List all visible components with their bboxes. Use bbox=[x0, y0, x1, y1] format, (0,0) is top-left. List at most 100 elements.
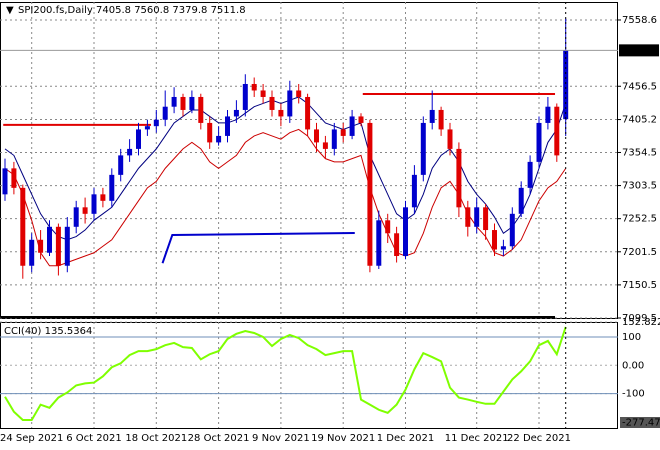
candle-body bbox=[287, 90, 293, 117]
candle-body bbox=[2, 168, 8, 195]
candle-body bbox=[216, 135, 222, 143]
x-tick-label: 28 Oct 2021 bbox=[188, 433, 250, 444]
last-low: 7379.8 bbox=[172, 5, 207, 16]
y-tick-label: 7354.5 bbox=[622, 147, 657, 158]
symbol-arrow: ▼ bbox=[6, 5, 14, 16]
x-tick-label: 9 Nov 2021 bbox=[252, 433, 310, 444]
candle-body bbox=[509, 213, 515, 247]
candle-body bbox=[411, 174, 417, 208]
y-tick-label: 152.8226 bbox=[622, 317, 660, 328]
candle-body bbox=[100, 194, 106, 201]
moving-average bbox=[4, 96, 567, 241]
x-tick-label: 6 Oct 2021 bbox=[66, 433, 121, 444]
candle-body bbox=[322, 142, 328, 149]
main-panel bbox=[0, 2, 618, 319]
low-marker-box bbox=[620, 417, 660, 428]
candle-body bbox=[536, 122, 542, 162]
symbol: SPI200.fs,Daily bbox=[18, 5, 93, 16]
candle-body bbox=[260, 90, 266, 97]
candle-body bbox=[483, 207, 489, 231]
candle-body bbox=[456, 148, 462, 208]
candle-body bbox=[367, 122, 373, 266]
indicator-last: 135.5364 bbox=[45, 326, 93, 337]
y-tick-label: 7303.5 bbox=[622, 181, 657, 192]
candle-body bbox=[251, 83, 257, 91]
candle-body bbox=[394, 233, 400, 257]
candle-body bbox=[278, 109, 284, 117]
y-tick-label: 7558.6 bbox=[622, 15, 657, 26]
candle-body bbox=[171, 96, 177, 107]
candle-body bbox=[207, 122, 213, 143]
candle-body bbox=[225, 116, 230, 136]
y-tick-label: 0.00 bbox=[622, 360, 644, 371]
candle-body bbox=[242, 83, 248, 110]
trend-line bbox=[161, 231, 355, 264]
low-marker-label: -277.4730 bbox=[622, 418, 660, 429]
moving-average bbox=[4, 128, 567, 267]
candle-body bbox=[47, 226, 52, 253]
candle-body bbox=[118, 155, 124, 175]
candle-body bbox=[109, 174, 115, 201]
candle-body bbox=[545, 106, 551, 123]
candle-body bbox=[403, 207, 408, 257]
x-tick-label: 18 Oct 2021 bbox=[125, 433, 187, 444]
candle-body bbox=[162, 106, 168, 120]
y-tick-label: 7456.5 bbox=[622, 81, 657, 92]
candle-body bbox=[465, 207, 471, 227]
candle-body bbox=[376, 220, 382, 266]
y-tick-label: 7099.5 bbox=[622, 313, 657, 324]
candle-body bbox=[349, 116, 355, 136]
y-tick-label: 7201.5 bbox=[622, 247, 657, 258]
candle-body bbox=[358, 116, 364, 123]
last-open: 7405.8 bbox=[96, 5, 131, 16]
candle-body bbox=[11, 168, 17, 188]
candle-body bbox=[305, 96, 311, 130]
candle-body bbox=[527, 161, 533, 188]
candle-body bbox=[340, 129, 346, 136]
candle-body bbox=[144, 126, 150, 130]
candle-body bbox=[189, 96, 195, 110]
candle-body bbox=[64, 226, 70, 266]
candle-body bbox=[73, 207, 79, 227]
last-close: 7511.8 bbox=[211, 5, 246, 16]
candle-body bbox=[314, 129, 319, 143]
x-tick-label: 19 Nov 2021 bbox=[311, 433, 375, 444]
x-tick-label: 24 Sep 2021 bbox=[0, 433, 63, 444]
candle-body bbox=[91, 194, 97, 214]
candle-body bbox=[38, 239, 44, 253]
current-price-label: 7511.8 bbox=[622, 45, 657, 56]
candle-body bbox=[296, 90, 302, 97]
candle-body bbox=[127, 148, 133, 156]
candle-body bbox=[29, 239, 35, 266]
x-tick-label: 11 Dec 2021 bbox=[445, 433, 509, 444]
current-price-box bbox=[619, 44, 659, 57]
indicator-label: CCI(40) bbox=[4, 326, 42, 337]
candle-body bbox=[180, 96, 186, 110]
candle-body bbox=[385, 220, 391, 234]
candle-body bbox=[153, 119, 159, 127]
indicator-panel bbox=[0, 322, 618, 429]
candle-body bbox=[500, 246, 506, 250]
candle-body bbox=[492, 230, 497, 250]
chart-info: SPI200.fs,Daily 7405.8 7560.8 7379.8 751… bbox=[18, 5, 246, 16]
candle-body bbox=[438, 109, 444, 130]
indicator-line bbox=[4, 326, 567, 421]
x-tick-label: 1 Dec 2021 bbox=[377, 433, 435, 444]
candle-body bbox=[55, 226, 61, 266]
y-tick-label: -100 bbox=[622, 389, 645, 400]
candle-body bbox=[269, 96, 275, 110]
indicator-info: CCI(40) 135.5364 bbox=[4, 326, 92, 337]
candle-body bbox=[518, 187, 524, 214]
y-tick-label: 7252.5 bbox=[622, 214, 657, 225]
candle-body bbox=[331, 129, 337, 149]
candle-body bbox=[233, 109, 239, 117]
y-tick-label: 100 bbox=[622, 332, 641, 343]
candle-body bbox=[20, 187, 26, 266]
last-high: 7560.8 bbox=[134, 5, 169, 16]
x-tick-label: 22 Dec 2021 bbox=[507, 433, 571, 444]
candle-body bbox=[136, 129, 141, 149]
candle-body bbox=[429, 109, 435, 123]
candle-body bbox=[563, 50, 569, 120]
candle-body bbox=[447, 129, 453, 149]
